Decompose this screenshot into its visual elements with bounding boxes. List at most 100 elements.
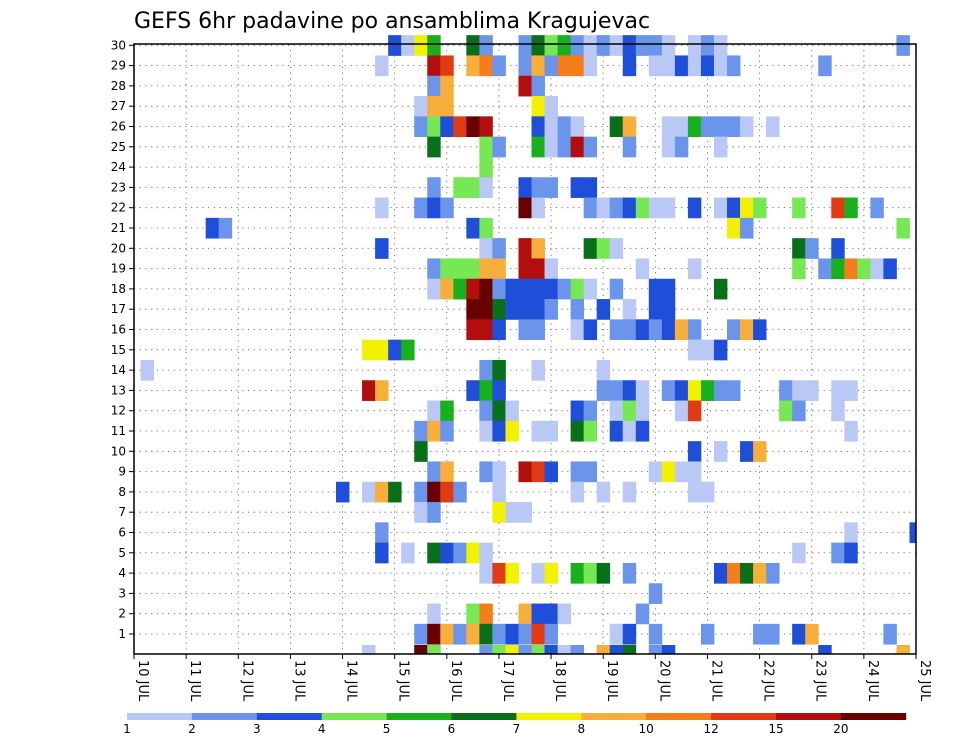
heatmap-cell <box>544 96 558 117</box>
heatmap-cell <box>388 35 402 56</box>
heatmap-cell <box>440 461 454 483</box>
heatmap-cell <box>531 299 545 320</box>
heatmap-cell <box>831 542 845 564</box>
heatmap-cell <box>896 645 910 655</box>
heatmap-cell <box>609 116 624 138</box>
heatmap-cell <box>609 420 624 442</box>
heatmap-cell <box>414 35 428 56</box>
heatmap-cell <box>661 197 676 219</box>
x-tick-label: 22 JUL <box>761 660 776 702</box>
heatmap-cell <box>557 116 572 138</box>
heatmap-cell <box>375 238 389 259</box>
colorbar-swatch <box>516 713 582 720</box>
heatmap-cell <box>844 197 858 219</box>
heatmap-cell <box>427 502 441 523</box>
heatmap-cell <box>622 400 637 422</box>
heatmap-cell <box>687 339 702 361</box>
x-tick-label: 13 JUL <box>291 660 306 702</box>
heatmap-cell <box>505 400 519 422</box>
heatmap-cell <box>766 116 780 138</box>
heatmap-cell <box>414 116 428 138</box>
heatmap-cell <box>531 258 545 280</box>
heatmap-cell <box>713 55 728 77</box>
colorbar-label: 1 <box>123 722 131 736</box>
heatmap-cell <box>492 481 506 503</box>
heatmap-cell <box>674 116 689 138</box>
y-tick-label: 8 <box>118 485 126 499</box>
x-tick-label: 21 JUL <box>708 660 723 702</box>
y-tick-label: 13 <box>111 383 126 397</box>
heatmap-cell <box>727 380 741 401</box>
heatmap-cell <box>661 136 676 158</box>
heatmap-cell <box>518 278 532 300</box>
heatmap-cell <box>492 319 506 341</box>
heatmap-cell <box>596 238 611 259</box>
heatmap-cell <box>544 35 558 56</box>
heatmap-cell <box>792 542 806 564</box>
heatmap-cell <box>401 339 415 361</box>
heatmap-cell <box>466 278 480 300</box>
x-tick-label: 16 JUL <box>448 660 463 702</box>
heatmap-cell <box>518 461 532 483</box>
heatmap-cell <box>414 96 428 117</box>
heatmap-cell <box>492 645 506 655</box>
heatmap-cell <box>414 481 428 503</box>
colorbar-swatch <box>581 713 647 720</box>
heatmap-cell <box>518 623 532 645</box>
heatmap-cell <box>479 35 493 56</box>
heatmap-cell <box>453 258 467 280</box>
heatmap-cell <box>635 258 650 280</box>
heatmap-cell <box>779 400 793 422</box>
heatmap-cell <box>479 319 493 341</box>
heatmap-cell <box>805 238 819 259</box>
heatmap-cell <box>570 562 585 584</box>
heatmap-cell <box>713 197 728 219</box>
y-tick-label: 7 <box>118 505 126 519</box>
heatmap-cell <box>466 55 480 77</box>
chart-title: GEFS 6hr padavine po ansamblima Kragujev… <box>134 9 650 34</box>
heatmap-cell <box>622 481 637 503</box>
heatmap-cell <box>492 461 506 483</box>
heatmap-cell <box>479 645 493 655</box>
heatmap-cell <box>453 481 467 503</box>
heatmap-cell <box>727 562 741 584</box>
heatmap-cell <box>661 461 676 483</box>
heatmap-cell <box>648 299 663 320</box>
heatmap-cell <box>609 35 624 56</box>
heatmap-cell <box>713 136 728 158</box>
heatmap-cell <box>635 380 650 401</box>
y-tick-label: 30 <box>111 38 126 52</box>
heatmap-cell <box>401 542 415 564</box>
y-tick-label: 4 <box>118 566 126 580</box>
heatmap-cell <box>713 339 728 361</box>
heatmap-cell <box>453 623 467 645</box>
heatmap-cell <box>844 542 858 564</box>
heatmap-cell <box>427 75 441 97</box>
y-tick-label: 21 <box>111 221 126 235</box>
heatmap-cell <box>205 217 220 239</box>
y-tick-label: 1 <box>118 627 126 641</box>
heatmap-cell <box>870 258 884 280</box>
heatmap-cell <box>518 238 532 259</box>
heatmap-cell <box>479 420 493 442</box>
heatmap-cell <box>700 116 715 138</box>
heatmap-cell <box>531 461 545 483</box>
heatmap-cell <box>492 238 506 259</box>
y-tick-label: 11 <box>111 424 126 438</box>
y-axis: 1234567891011121314151617181920212223242… <box>111 38 134 641</box>
heatmap-cell <box>792 400 806 422</box>
heatmap-cell <box>557 645 572 655</box>
heatmap-cell <box>492 55 506 77</box>
heatmap-cell <box>766 623 780 645</box>
heatmap-cell <box>596 645 611 655</box>
heatmap-cell <box>544 177 558 198</box>
heatmap-cell <box>531 197 545 219</box>
heatmap-cell <box>531 562 545 584</box>
heatmap-cell <box>466 217 480 239</box>
heatmap-cell <box>648 461 663 483</box>
y-tick-label: 5 <box>118 546 126 560</box>
heatmap-cell <box>531 136 545 158</box>
heatmap-cell <box>492 136 506 158</box>
heatmap-cell <box>414 420 428 442</box>
heatmap-cell <box>583 136 598 158</box>
